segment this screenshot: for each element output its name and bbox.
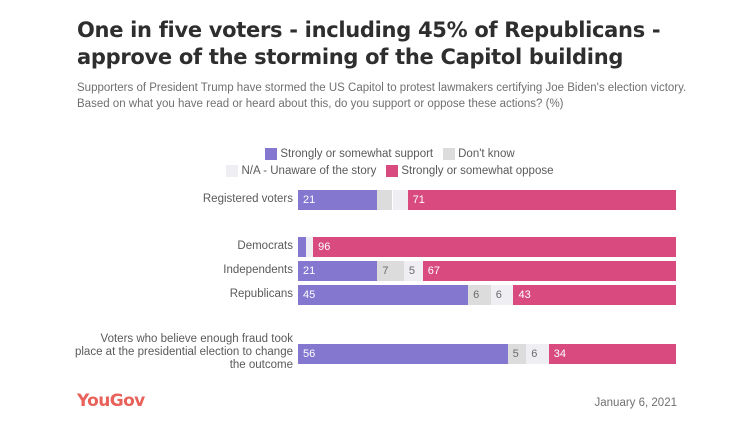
publication-date: January 6, 2021 xyxy=(594,397,677,409)
row-label: Democrats xyxy=(237,240,293,252)
bar-segment-support: 56 xyxy=(298,344,508,364)
legend-item-support: Strongly or somewhat support xyxy=(265,147,434,160)
bar-segment-dont-know: 7 xyxy=(377,261,404,281)
legend-swatch-oppose xyxy=(386,164,399,177)
bar-segment-oppose: 34 xyxy=(548,344,676,364)
legend-row-1: Strongly or somewhat support Don't know xyxy=(180,145,600,162)
legend-label-support: Strongly or somewhat support xyxy=(280,147,434,160)
legend: Strongly or somewhat support Don't know … xyxy=(180,145,600,179)
data-label: 6 xyxy=(495,289,502,301)
legend-swatch-support xyxy=(265,147,278,160)
bar-segment-support: 21 xyxy=(298,261,378,281)
data-label: 21 xyxy=(303,265,316,277)
chart-subtitle: Supporters of President Trump have storm… xyxy=(77,82,687,110)
stacked-bar: 21 7 5 67 xyxy=(298,261,676,281)
chart-title: One in five voters - including 45% of Re… xyxy=(77,18,661,69)
data-label: 67 xyxy=(427,265,440,277)
stacked-bar: 21 71 xyxy=(298,190,676,210)
legend-item-dont-know: Don't know xyxy=(443,147,515,160)
bar-segment-dont-know xyxy=(377,190,393,210)
bar-segment-dont-know: 5 xyxy=(507,344,527,364)
yougov-logo: YouGov xyxy=(77,391,145,411)
bar-segment-oppose: 71 xyxy=(407,190,676,210)
data-label: 71 xyxy=(412,194,425,206)
legend-row-2: N/A - Unaware of the story Strongly or s… xyxy=(180,162,600,179)
stacked-bar: 56 5 6 34 xyxy=(298,344,676,364)
bar-segment-na xyxy=(392,190,408,210)
bar-segment-na xyxy=(305,237,314,257)
data-label: 21 xyxy=(303,194,316,206)
legend-item-oppose: Strongly or somewhat oppose xyxy=(386,164,554,177)
row-label: Registered voters xyxy=(202,193,293,205)
stacked-bar: 96 xyxy=(298,237,676,257)
data-label: 6 xyxy=(531,348,538,360)
data-label: 6 xyxy=(473,289,480,301)
data-label: 7 xyxy=(382,265,389,277)
bar-segment-oppose: 96 xyxy=(313,237,676,257)
data-label: 34 xyxy=(553,348,566,360)
bar-segment-na: 6 xyxy=(526,344,549,364)
data-label: 56 xyxy=(303,348,316,360)
legend-swatch-dont-know xyxy=(443,147,456,160)
bar-segment-na: 6 xyxy=(490,285,514,305)
data-label: 5 xyxy=(408,265,415,277)
legend-label-na: N/A - Unaware of the story xyxy=(241,164,377,177)
stacked-bar: 45 6 6 43 xyxy=(298,285,676,305)
bar-segment-na: 5 xyxy=(403,261,423,281)
bar-segment-support: 21 xyxy=(298,190,378,210)
legend-label-dont-know: Don't know xyxy=(458,147,515,160)
legend-label-oppose: Strongly or somewhat oppose xyxy=(401,164,554,177)
bar-segment-dont-know: 6 xyxy=(468,285,491,305)
data-label: 96 xyxy=(318,241,331,253)
data-label: 5 xyxy=(512,348,519,360)
bar-segment-oppose: 67 xyxy=(422,261,676,281)
legend-item-na: N/A - Unaware of the story xyxy=(226,164,377,177)
legend-swatch-na xyxy=(226,164,239,177)
data-label: 43 xyxy=(518,289,531,301)
bar-segment-support xyxy=(298,237,306,257)
bar-segment-support: 45 xyxy=(298,285,469,305)
data-label: 45 xyxy=(303,289,316,301)
bar-segment-oppose: 43 xyxy=(513,285,676,305)
row-label: Independents xyxy=(223,264,293,276)
row-label: Voters who believe enough fraud took pla… xyxy=(74,333,293,371)
row-label: Republicans xyxy=(229,288,293,300)
